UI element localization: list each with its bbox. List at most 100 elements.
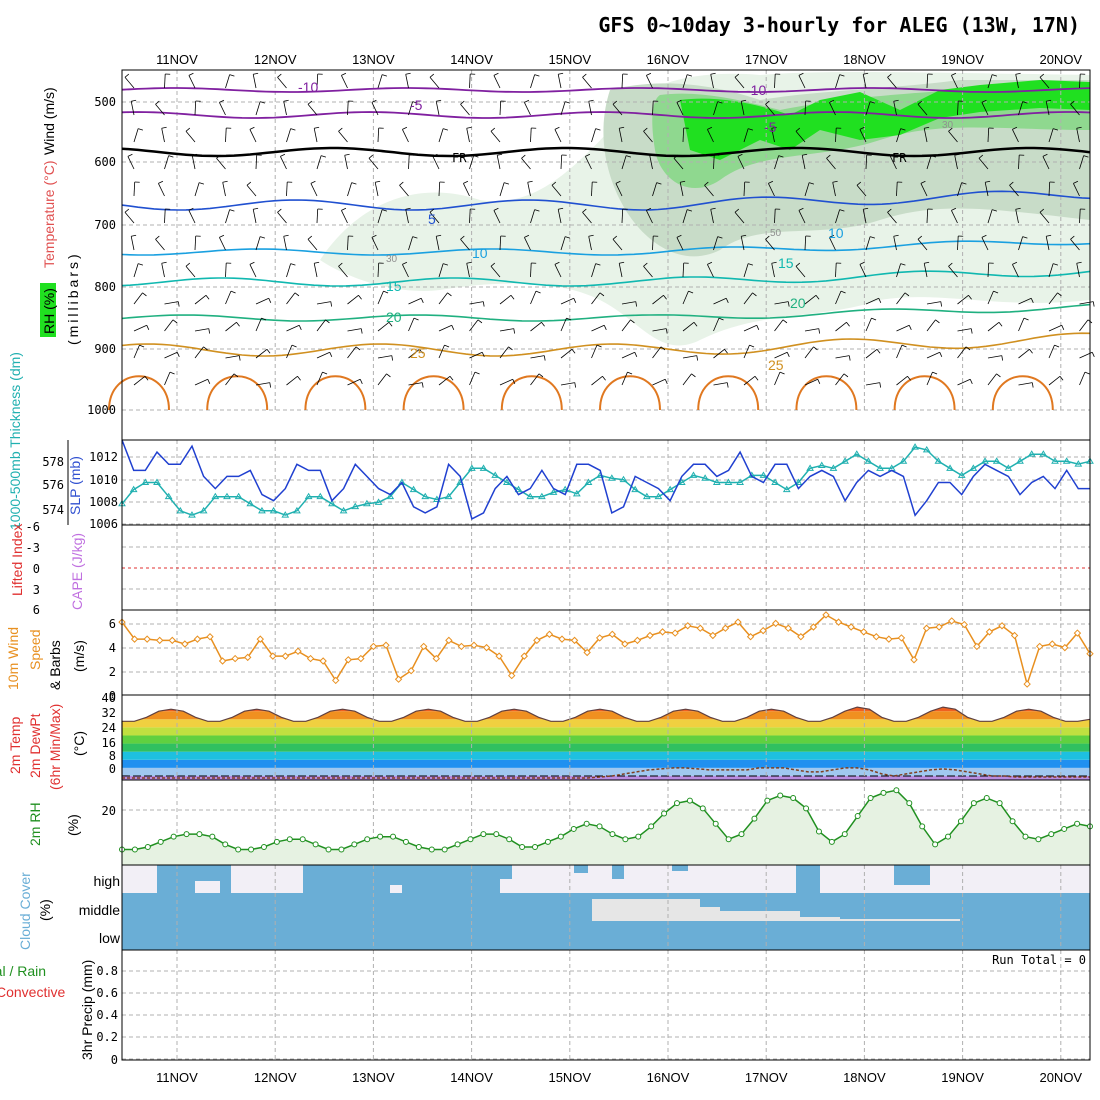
wind-barb [161,128,165,143]
wind-barb-flag [1076,126,1082,129]
wind-barb [408,236,414,251]
wind-barb [164,319,174,332]
wind-barb [856,185,867,197]
temp-band [122,759,1090,768]
rh2m-point [570,825,577,832]
wind-barb [682,290,689,305]
thickness-point [164,492,173,500]
rh2m-point [532,843,539,850]
wind-barb-flag [871,317,877,321]
wind-barb-flag [752,292,757,297]
wind10-tick: 4 [109,641,116,655]
wind-barb [618,128,623,143]
wind-barb [926,371,933,386]
wind-barb [1076,128,1080,143]
cloud-middle-bar [960,893,1090,921]
cloud-middle-bar [800,893,840,917]
wind-barb-flag [663,295,667,300]
wind-barb [307,104,318,116]
wind-barb [316,351,330,359]
thickness-point [129,485,138,493]
wind-barb [530,209,536,224]
wind-barb-flag [908,325,912,331]
wind-barb [438,375,451,386]
thickness-point [666,485,675,493]
wind-barb-flag [687,74,693,77]
date-label: 12NOV [254,52,297,67]
y-tick-label: 700 [94,218,116,232]
wind-barb [341,75,348,89]
temp2m-units: (°C) [71,731,87,756]
wind-barb-flag [748,263,754,266]
wind-barb [765,239,775,251]
rh-axis-label: RH (%) [41,288,57,334]
wind-barb [377,373,387,386]
wind-barb [829,237,836,251]
wind10-tick: 2 [109,665,116,679]
wind-barb [164,301,179,305]
wind-barb [347,328,362,332]
wind-barb-flag [412,236,418,239]
wind-barb [438,344,445,359]
wind-barb [1018,382,1033,386]
wind10-point [583,648,591,657]
wind-barb [560,236,566,251]
wind-barb [682,321,695,332]
wind-barb [1042,156,1050,170]
isotherm-label: -10 [298,79,318,95]
wind-barb [286,263,292,278]
dewpt2m-label: 2m DewPt [27,713,43,778]
wind10-point [658,628,667,636]
wind-barb-flag [795,262,801,267]
wind-barb [469,301,484,305]
wind-barb [774,208,776,224]
rh2m-point [751,815,758,822]
wind-barb [252,74,257,89]
wind10-units: (m/s) [71,640,87,672]
wind-barb [621,371,628,386]
wind-barb [130,101,135,116]
wind-barb [987,74,993,89]
wind-barb-flag [383,290,389,294]
wind-barb [286,181,288,197]
precip-total-label: Total / Rain [0,963,46,979]
wind-barb-flag [798,207,804,211]
wind-barb [557,209,562,224]
wind-barb [743,128,749,143]
lifted-index-panel: -6 -3 0 3 6 Lifted Index CAPE (J/kg) [9,520,1091,617]
wind-barb [917,104,928,116]
wind-barb-flag [233,373,239,378]
wind-barb [835,321,847,332]
wind-barb-flag [310,180,316,184]
wind-barb [402,129,409,143]
wind-barb [835,355,850,359]
thickness-point [689,471,698,478]
wind-barb-flag [718,317,724,321]
isotherm-line [121,303,1091,322]
wind-barb [612,104,623,116]
temp-tick: 32 [102,706,116,720]
wind-barb [405,209,409,224]
wind-barb-flag [981,234,987,238]
wind-barb [347,346,357,359]
thickness-point [199,506,208,514]
slp-tick: 1010 [89,473,118,487]
cloud-level-low: low [99,930,121,946]
rh2m-point [131,846,138,853]
y-tick-label: 900 [94,342,116,356]
isotherm-line [121,240,1091,256]
wind-barb [957,328,972,332]
rh2m-area [122,790,1090,865]
wind-barb-flag [710,207,716,210]
wind-barb-flag [497,153,503,156]
wind-barb [920,183,928,197]
wind-barb-flag [283,234,289,237]
thickness-point [806,464,814,471]
wind-barb [530,355,545,359]
wind-barb [832,182,836,197]
wind-barb-flag [527,180,533,183]
rh2m-point [209,833,216,840]
wind-barb [255,317,262,332]
wind-barb-flag [917,100,923,105]
wind-barb [347,182,353,197]
